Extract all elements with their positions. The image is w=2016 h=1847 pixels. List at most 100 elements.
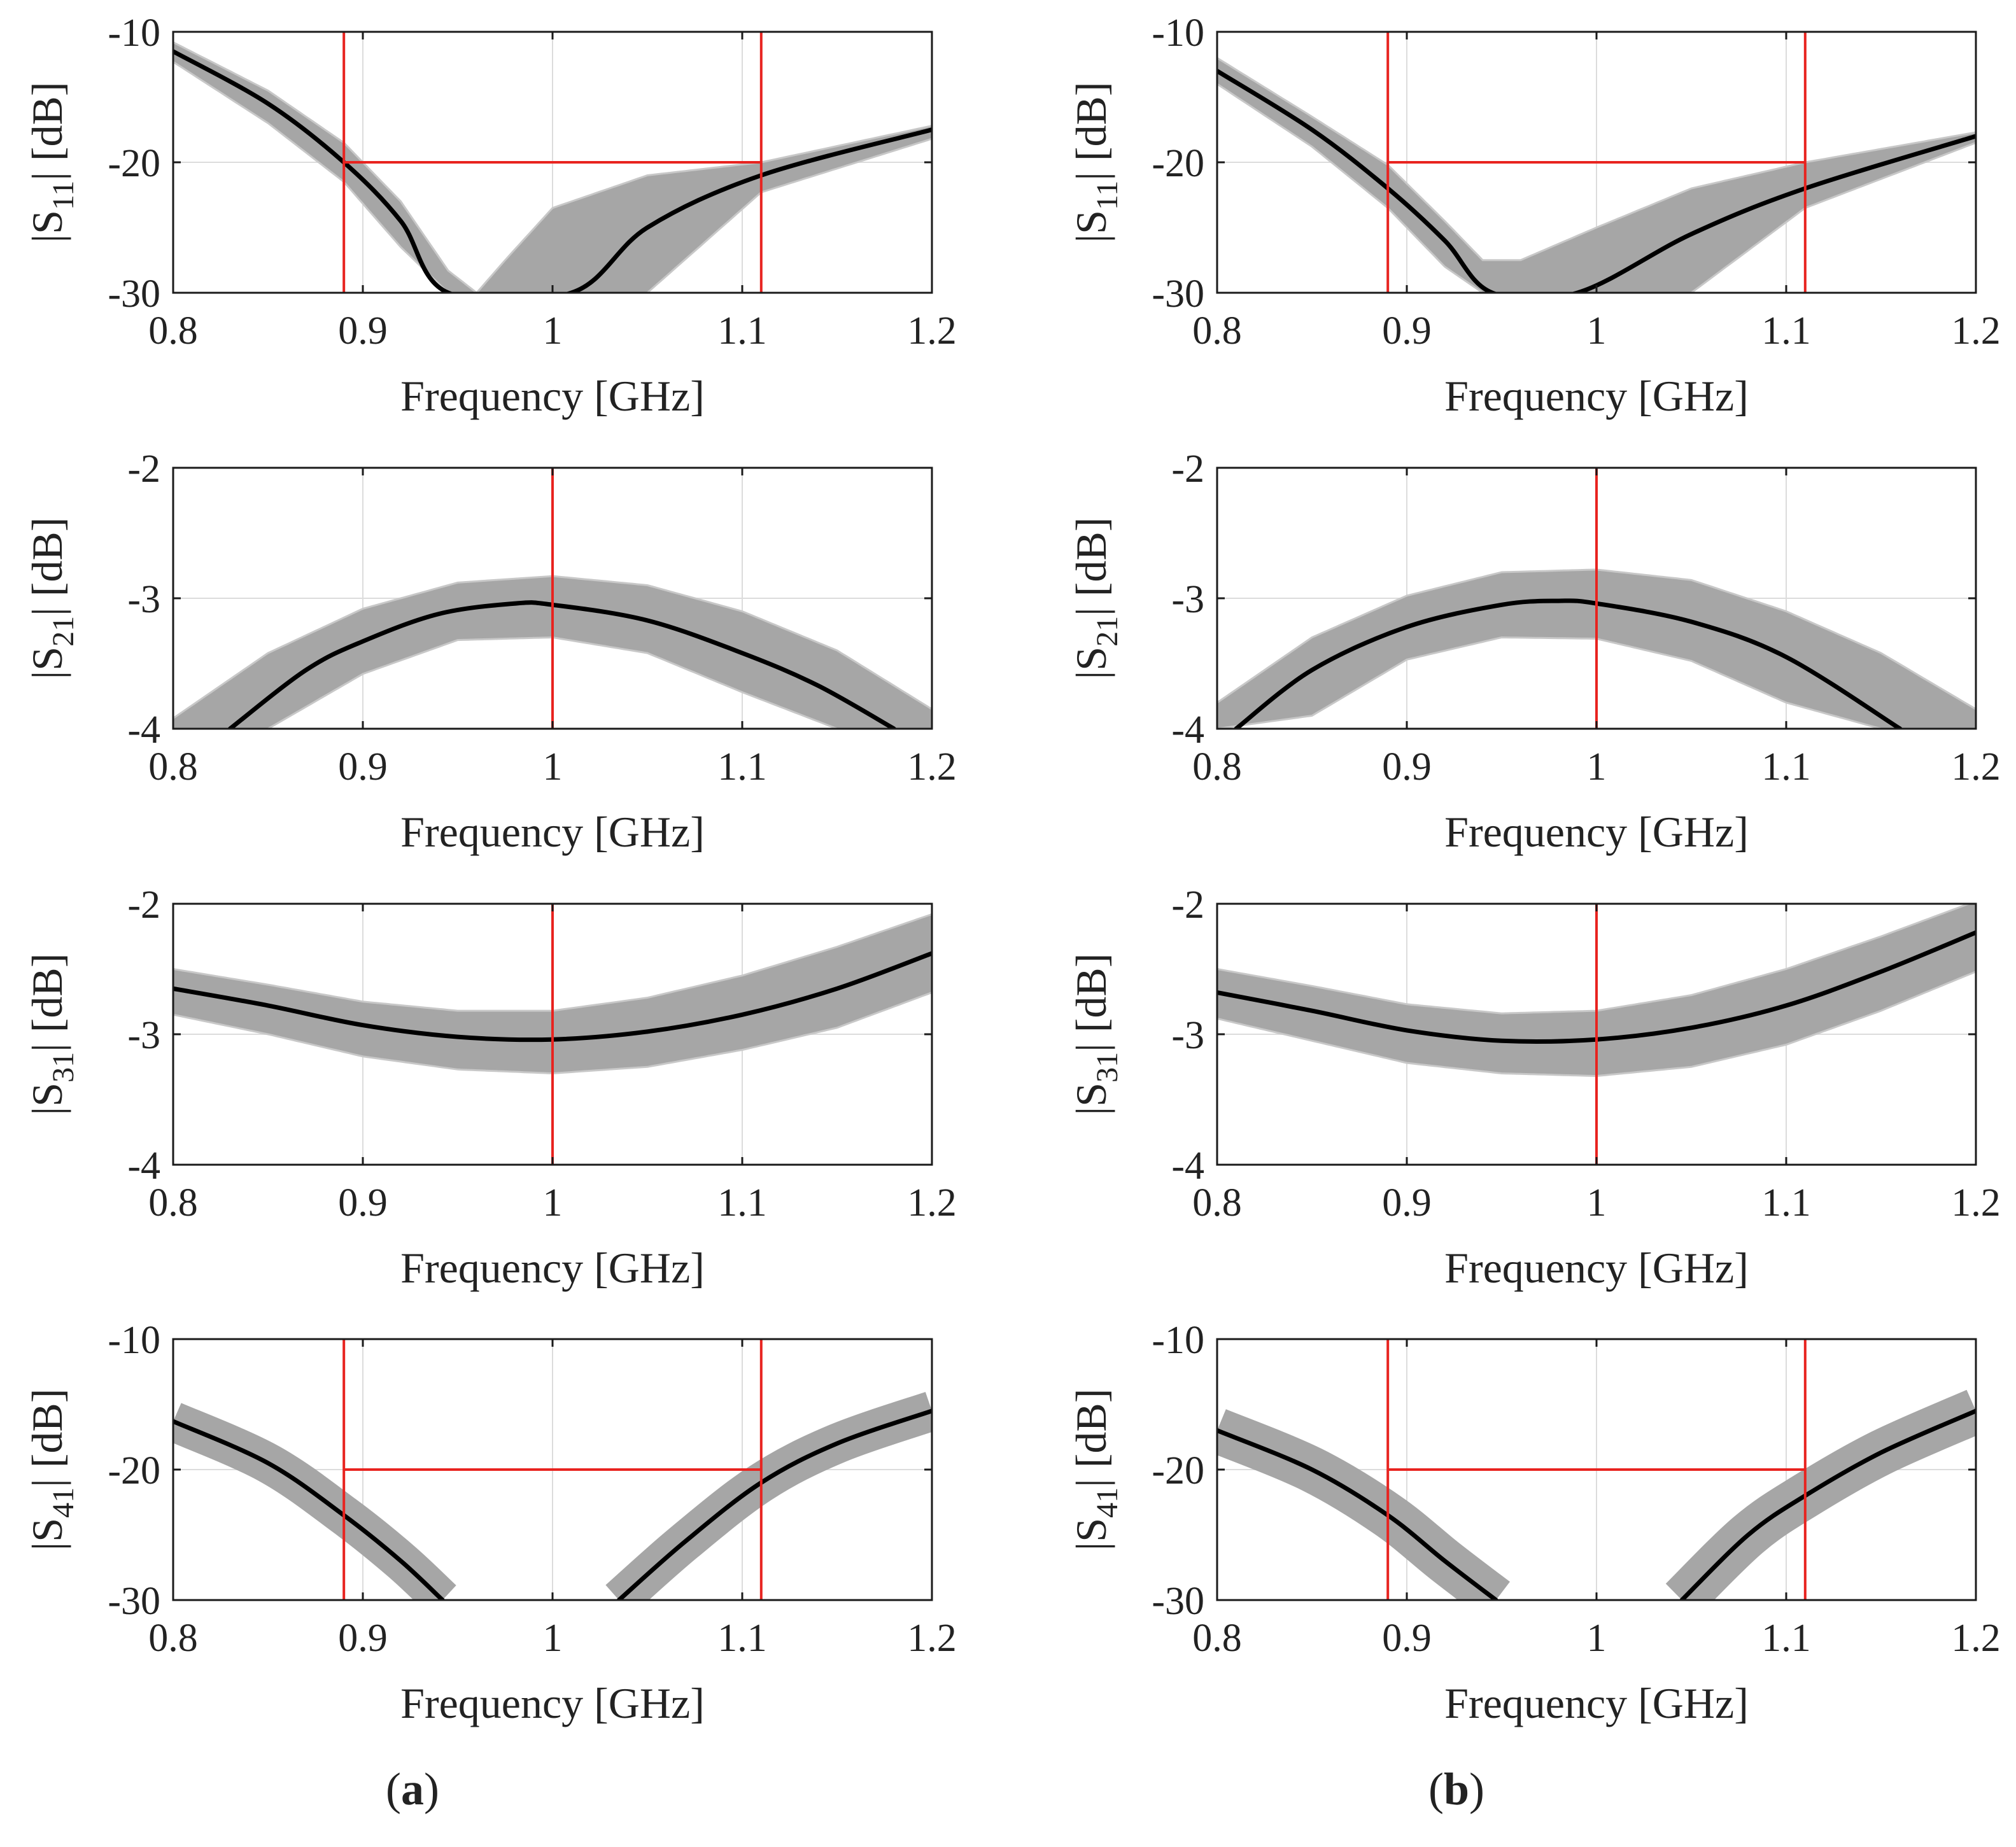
x-tick-label: 0.9 xyxy=(338,745,388,789)
x-tick-label: 0.9 xyxy=(1382,1617,1432,1660)
x-axis-label: Frequency [GHz] xyxy=(400,808,705,856)
x-tick-label: 1.1 xyxy=(1761,309,1811,353)
chart-a-row1: 0.8 0.9 1 1.1 1.2 -10 -20 -30 Frequency [GHz] |S1… xyxy=(23,11,957,420)
x-tick-label: 0.8 xyxy=(1192,309,1242,353)
x-tick-label: 0.9 xyxy=(1382,745,1432,789)
y-label-suffix: | [dB] xyxy=(23,517,71,616)
y-tick-label: -20 xyxy=(1152,1449,1204,1492)
y-tick-label: -2 xyxy=(1171,883,1204,927)
y-tick-label: -2 xyxy=(127,447,160,491)
x-tick-label: 1.1 xyxy=(717,1617,767,1660)
y-label-subscript: 21 xyxy=(1090,616,1124,647)
y-axis-label: |S41| [dB] xyxy=(1067,1389,1124,1551)
caption-open: ( xyxy=(386,1764,401,1815)
x-axis-label: Frequency [GHz] xyxy=(400,372,705,420)
nominal-curve-0 xyxy=(1234,598,1903,729)
chart-b-row4: 0.8 0.9 1 1.1 1.2 -10 -20 -30 Frequency [GHz] |S4… xyxy=(1067,1319,2001,1727)
y-label-subscript: 41 xyxy=(46,1487,80,1518)
monte-carlo-band xyxy=(173,913,932,1075)
y-tick-label: -4 xyxy=(127,708,160,752)
y-axis-label: |S41| [dB] xyxy=(23,1389,80,1551)
y-axis-label: |S11| [dB] xyxy=(1067,82,1124,243)
y-label-prefix: |S xyxy=(1067,647,1115,679)
y-label-subscript: 11 xyxy=(46,181,80,210)
x-tick-label: 0.9 xyxy=(1382,309,1432,353)
chart-b-row1: 0.8 0.9 1 1.1 1.2 -10 -20 -30 Frequency [GHz] |S1… xyxy=(1067,11,2001,420)
x-axis-label: Frequency [GHz] xyxy=(1444,1679,1749,1727)
y-label-prefix: |S xyxy=(23,1083,71,1115)
y-tick-label: -30 xyxy=(1152,272,1204,316)
x-tick-label: 0.9 xyxy=(1382,1181,1432,1225)
y-label-subscript: 31 xyxy=(1090,1052,1124,1083)
chart-a-row2: 0.8 0.9 1 1.1 1.2 -2 -3 -4 Frequency [GHz] |S21| … xyxy=(23,447,957,856)
x-tick-label: 1.2 xyxy=(907,1181,957,1225)
x-tick-label: 0.8 xyxy=(148,1617,198,1660)
x-axis-label: Frequency [GHz] xyxy=(400,1679,705,1727)
caption-letter: b xyxy=(1444,1764,1469,1815)
nominal-curve-0 xyxy=(173,1419,445,1600)
y-tick-label: -2 xyxy=(127,883,160,927)
x-tick-label: 1.1 xyxy=(1761,745,1811,789)
x-tick-label: 1.2 xyxy=(1951,309,2001,353)
x-tick-label: 1 xyxy=(543,1181,563,1225)
x-tick-label: 1 xyxy=(1587,1617,1607,1660)
x-axis-label: Frequency [GHz] xyxy=(1444,372,1749,420)
x-tick-label: 0.8 xyxy=(148,1181,198,1225)
monte-carlo-band xyxy=(173,575,932,729)
y-label-suffix: | [dB] xyxy=(23,953,71,1052)
y-label-subscript: 41 xyxy=(1090,1487,1124,1518)
x-tick-label: 0.8 xyxy=(1192,745,1242,789)
y-label-subscript: 11 xyxy=(1090,181,1124,210)
x-tick-label: 1.1 xyxy=(1761,1181,1811,1225)
x-tick-label: 1 xyxy=(543,1617,563,1660)
x-tick-label: 1.2 xyxy=(907,1617,957,1660)
x-axis-label: Frequency [GHz] xyxy=(1444,808,1749,856)
caption-a: (a) xyxy=(386,1764,439,1815)
caption-close: ) xyxy=(1469,1764,1484,1815)
y-tick-label: -30 xyxy=(108,1580,160,1623)
y-tick-label: -4 xyxy=(1171,708,1204,752)
y-label-suffix: | [dB] xyxy=(1067,953,1115,1052)
y-tick-label: -3 xyxy=(127,1014,160,1057)
y-tick-label: -20 xyxy=(108,142,160,185)
x-tick-label: 1 xyxy=(1587,309,1607,353)
x-tick-label: 0.9 xyxy=(338,1617,388,1660)
x-tick-label: 1 xyxy=(1587,745,1607,789)
y-tick-label: -10 xyxy=(108,11,160,55)
x-tick-label: 1 xyxy=(543,745,563,789)
y-label-subscript: 21 xyxy=(46,616,80,647)
x-tick-label: 0.8 xyxy=(1192,1181,1242,1225)
nominal-curve-0 xyxy=(1217,1428,1498,1600)
x-tick-label: 0.9 xyxy=(338,1181,388,1225)
y-tick-label: -20 xyxy=(108,1449,160,1492)
y-tick-label: -10 xyxy=(1152,1319,1204,1362)
x-tick-label: 1.2 xyxy=(1951,1181,2001,1225)
y-tick-label: -4 xyxy=(1171,1144,1204,1188)
caption-b: (b) xyxy=(1428,1764,1484,1815)
caption-letter: a xyxy=(401,1764,424,1815)
y-tick-label: -3 xyxy=(1171,1014,1204,1057)
x-tick-label: 1.1 xyxy=(717,745,767,789)
y-label-suffix: | [dB] xyxy=(1067,517,1115,616)
y-axis-label: |S11| [dB] xyxy=(23,82,80,243)
y-tick-label: -3 xyxy=(127,578,160,621)
y-label-prefix: |S xyxy=(23,1518,71,1550)
y-tick-label: -10 xyxy=(1152,11,1204,55)
y-axis-label: |S31| [dB] xyxy=(23,953,80,1116)
plot-content xyxy=(173,41,932,293)
y-axis-label: |S31| [dB] xyxy=(1067,953,1124,1116)
y-label-suffix: | [dB] xyxy=(23,1389,71,1487)
chart-b-row2: 0.8 0.9 1 1.1 1.2 -2 -3 -4 Frequency [GHz] |S21| … xyxy=(1067,447,2001,856)
y-label-suffix: | [dB] xyxy=(1067,82,1115,181)
x-tick-label: 1 xyxy=(1587,1181,1607,1225)
y-label-prefix: |S xyxy=(1067,1083,1115,1115)
monte-carlo-band xyxy=(1217,904,1976,1078)
y-label-prefix: |S xyxy=(1067,210,1115,242)
y-label-suffix: | [dB] xyxy=(23,82,71,181)
y-label-suffix: | [dB] xyxy=(1067,1389,1115,1487)
y-tick-label: -4 xyxy=(127,1144,160,1188)
caption-open: ( xyxy=(1428,1764,1444,1815)
caption-close: ) xyxy=(424,1764,439,1815)
nominal-curve-0 xyxy=(173,49,932,293)
